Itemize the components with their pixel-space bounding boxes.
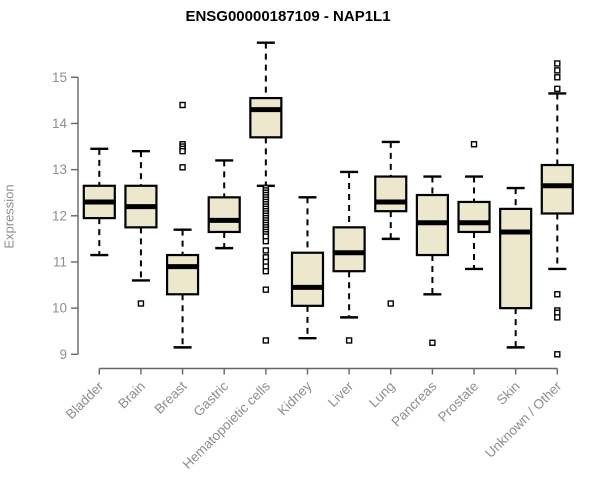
outlier-point-unknown-other (554, 291, 561, 298)
outlier-point-unknown-other (554, 60, 561, 67)
box-kidney (290, 251, 325, 307)
x-axis-tick-label-gastric: Gastric (190, 378, 231, 419)
x-axis-tick-label-prostate: Prostate (435, 379, 481, 425)
x-axis-tick-label-pancreas: Pancreas (389, 378, 440, 429)
box-lung (374, 175, 408, 213)
y-axis-tick-label: 12 (52, 208, 67, 223)
box-hematopoietic-cells (249, 96, 283, 139)
outlier-point-hematopoietic-cells (262, 337, 270, 344)
x-axis-tick-label-bladder: Bladder (63, 378, 107, 422)
box-prostate (457, 200, 491, 234)
box-skin (499, 207, 533, 310)
box-breast (165, 253, 200, 296)
outlier-point-hematopoietic-cells (262, 286, 270, 293)
outlier-point-unknown-other (554, 67, 561, 74)
outlier-point-unknown-other (554, 74, 561, 81)
outlier-point-unknown-other (554, 85, 561, 93)
outlier-point-hematopoietic-cells (262, 247, 270, 254)
box-gastric (207, 196, 241, 234)
x-axis-tick-label-unknown-other: Unknown / Other (482, 378, 565, 461)
outlier-point-prostate (470, 141, 478, 148)
x-axis-tick-label-kidney: Kidney (275, 378, 315, 418)
y-axis-tick-label: 10 (52, 301, 67, 316)
y-axis-tick-label: 9 (59, 347, 67, 362)
x-axis-tick-label-brain: Brain (115, 379, 148, 412)
y-axis-tick-label: 15 (52, 70, 67, 85)
outlier-point-lung (387, 300, 394, 307)
x-axis-tick-label-breast: Breast (151, 378, 189, 416)
outlier-point-unknown-other (554, 351, 561, 358)
y-axis-tick-label: 13 (52, 162, 67, 177)
outlier-point-breast (179, 101, 186, 109)
outlier-point-brain (137, 300, 145, 307)
outlier-point-pancreas (429, 339, 436, 346)
box-liver (332, 226, 366, 273)
outlier-point-breast (179, 147, 186, 155)
chart-title: ENSG00000187109 - NAP1L1 (185, 8, 391, 25)
box-unknown-other (540, 163, 574, 215)
outlier-point-hematopoietic-cells (262, 237, 270, 245)
x-axis-tick-label-skin: Skin (494, 379, 523, 408)
y-axis-tick-label: 11 (53, 254, 67, 269)
outlier-point-breast (179, 164, 186, 171)
x-axis-tick-label-lung: Lung (366, 379, 398, 411)
outlier-point-hematopoietic-cells (262, 268, 270, 275)
outlier-point-liver (345, 337, 353, 344)
y-axis-tick-label: 14 (52, 116, 68, 131)
y-axis-label: Expression (1, 184, 17, 249)
outlier-point-unknown-other (554, 314, 561, 321)
x-axis-tick-label-liver: Liver (325, 378, 357, 410)
